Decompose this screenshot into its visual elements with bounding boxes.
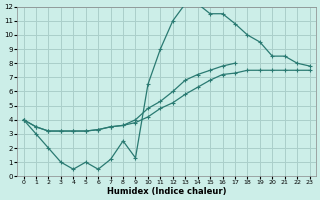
X-axis label: Humidex (Indice chaleur): Humidex (Indice chaleur) xyxy=(107,187,226,196)
